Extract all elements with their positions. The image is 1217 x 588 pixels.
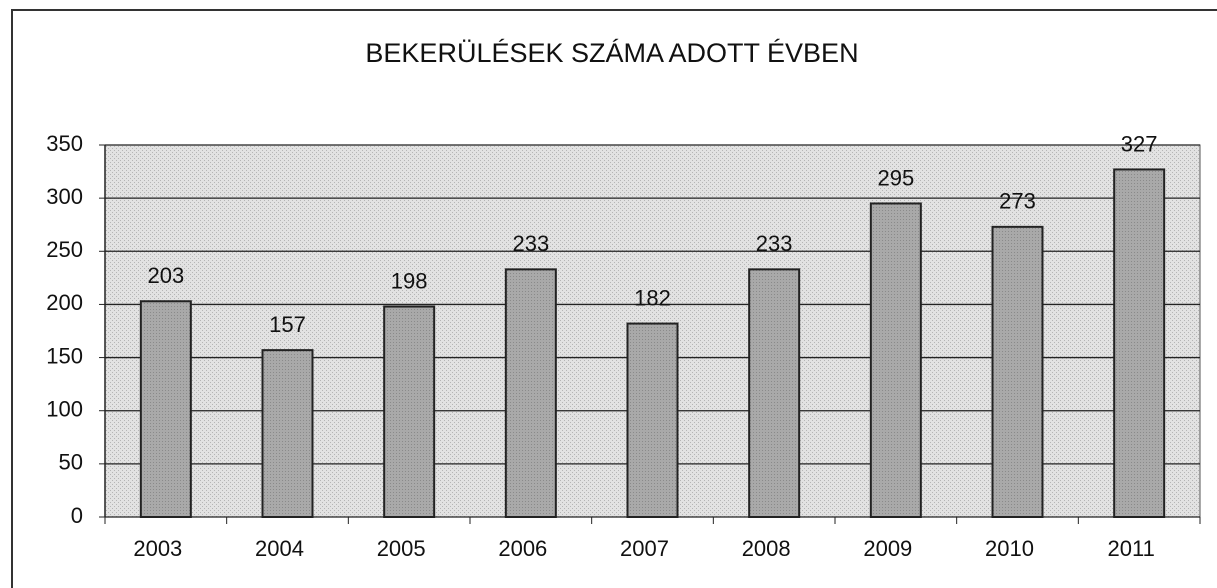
data-label: 233 (756, 231, 793, 256)
frame (11, 9, 1217, 588)
y-tick-label: 200 (46, 290, 83, 315)
y-tick-label: 300 (46, 184, 83, 209)
data-label: 273 (999, 189, 1036, 214)
data-label: 198 (391, 268, 428, 293)
x-tick-label: 2006 (498, 536, 547, 561)
bar (261, 349, 314, 519)
bar (139, 300, 192, 518)
x-tick-label: 2010 (985, 536, 1034, 561)
y-tick-label: 150 (46, 343, 83, 368)
bar (626, 322, 679, 518)
bar (1113, 168, 1166, 518)
x-tick-label: 2003 (133, 536, 182, 561)
data-label: 327 (1121, 131, 1158, 156)
y-tick-label: 250 (46, 237, 83, 262)
x-tick-label: 2008 (742, 536, 791, 561)
data-label: 295 (877, 165, 914, 190)
bar (869, 202, 922, 518)
y-tick-label: 100 (46, 397, 83, 422)
y-tick-label: 50 (59, 450, 83, 475)
x-tick-label: 2009 (863, 536, 912, 561)
chart-title: BEKERÜLÉSEK SZÁMA ADOTT ÉVBEN (365, 38, 858, 68)
bar (504, 268, 557, 518)
data-label: 233 (512, 231, 549, 256)
y-tick-label: 0 (71, 503, 83, 528)
data-label: 182 (634, 285, 671, 310)
x-tick-label: 2011 (1108, 536, 1155, 561)
bar (991, 225, 1044, 518)
x-tick-label: 2005 (377, 536, 426, 561)
bar (748, 268, 801, 518)
data-label: 203 (147, 263, 184, 288)
data-label: 157 (269, 312, 306, 337)
x-tick-label: 2004 (255, 536, 304, 561)
y-tick-label: 350 (46, 131, 83, 156)
x-tick-label: 2007 (620, 536, 669, 561)
bar (383, 305, 436, 518)
